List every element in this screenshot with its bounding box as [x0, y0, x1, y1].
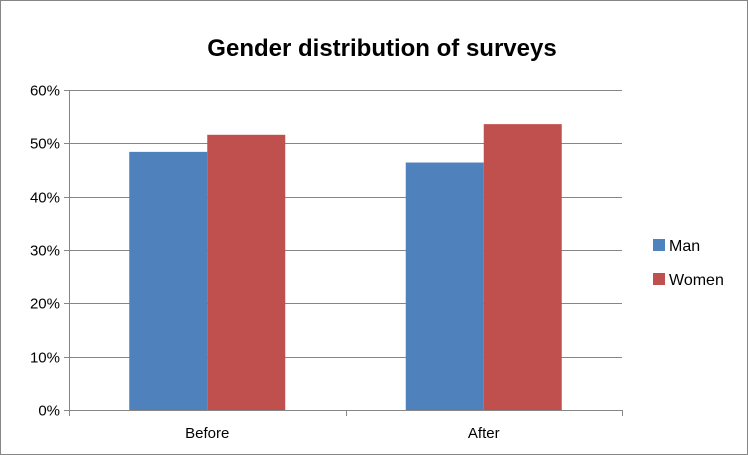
legend-label-man: Man	[669, 238, 700, 255]
x-tick-label: After	[468, 425, 500, 442]
y-tick-label: 30%	[30, 243, 60, 260]
y-tick-label: 20%	[30, 296, 60, 313]
bar-man-after	[405, 162, 484, 410]
x-tick-label: Before	[185, 425, 229, 442]
bar-women-before	[207, 134, 286, 411]
y-tick-label: 10%	[30, 350, 60, 367]
legend: Man Women	[653, 238, 724, 289]
y-tick-label: 40%	[30, 190, 60, 207]
chart-title: Gender distribution of surveys	[207, 35, 556, 62]
legend-label-women: Women	[669, 272, 724, 289]
legend-swatch-women	[653, 273, 665, 285]
bars	[129, 124, 562, 411]
y-tick-label: 60%	[30, 83, 60, 100]
y-tick-label: 0%	[38, 403, 60, 420]
axes: 0% 10% 20% 30% 40% 50% 60% Before After	[30, 83, 623, 442]
legend-swatch-man	[653, 239, 665, 251]
y-tick-label: 50%	[30, 136, 60, 153]
bar-women-after	[483, 124, 562, 410]
bar-man-before	[129, 151, 208, 410]
